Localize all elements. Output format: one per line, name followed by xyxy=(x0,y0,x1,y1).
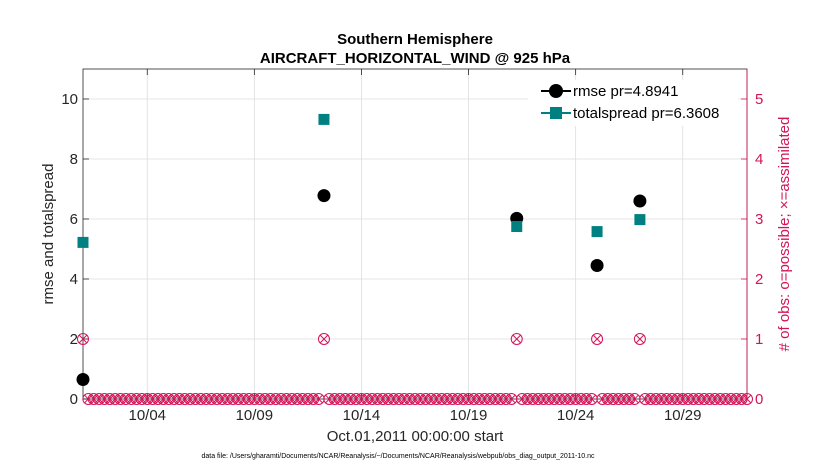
y-tick-label: 6 xyxy=(70,211,78,228)
legend-rmse-label: rmse pr=4.8941 xyxy=(573,83,678,100)
y-tick-label: 8 xyxy=(70,151,78,168)
y-tick-label-right: 2 xyxy=(755,271,763,288)
obs-count-marker xyxy=(510,333,523,345)
obs-count-marker xyxy=(591,333,604,345)
x-tick-label: 10/14 xyxy=(343,407,381,424)
chart-title: Southern Hemisphere xyxy=(337,31,493,48)
legend-box xyxy=(528,80,738,126)
totalspread-point xyxy=(318,113,330,125)
y-axis-label-right: # of obs: o=possible; ×=assimilated xyxy=(776,117,793,352)
legend-totalspread-label: totalspread pr=6.3608 xyxy=(573,105,719,122)
y-tick-label-right: 5 xyxy=(755,91,763,108)
totalspread-point xyxy=(511,221,523,232)
x-tick-label: 10/19 xyxy=(450,407,488,424)
obs-count-marker xyxy=(633,333,646,345)
y-tick-label-right: 1 xyxy=(755,331,763,348)
x-tick-label: 10/04 xyxy=(128,407,166,424)
y-tick-label: 0 xyxy=(70,391,78,408)
totalspread-point xyxy=(634,214,646,226)
x-tick-label: 10/29 xyxy=(664,407,702,424)
data-series xyxy=(76,113,647,386)
legend: rmse pr=4.8941 totalspread pr=6.3608 xyxy=(528,80,738,126)
x-axis-label: Oct.01,2011 00:00:00 start xyxy=(327,428,504,445)
y-tick-label: 2 xyxy=(70,331,78,348)
y-tick-label: 10 xyxy=(61,91,78,108)
legend-rmse-marker xyxy=(549,84,563,98)
totalspread-point xyxy=(591,226,603,238)
obs-count-series xyxy=(77,333,753,405)
totalspread-point xyxy=(77,236,89,248)
data-file-footnote: data file: /Users/gharamti/Documents/NCA… xyxy=(201,453,595,460)
obs-zero-marker xyxy=(741,393,753,405)
rmse-point xyxy=(76,373,90,386)
legend-totalspread-marker xyxy=(550,107,562,119)
rmse-point xyxy=(590,259,604,272)
chart-subtitle: AIRCRAFT_HORIZONTAL_WIND @ 925 hPa xyxy=(260,50,571,67)
y-axis-label: rmse and totalspread xyxy=(40,164,57,305)
rmse-point xyxy=(317,189,331,203)
y-tick-label-right: 4 xyxy=(755,151,763,168)
obs-count-marker xyxy=(77,333,89,345)
y-tick-label-right: 3 xyxy=(755,211,763,228)
obs-count-marker xyxy=(317,333,330,345)
y-tick-label-right: 0 xyxy=(755,391,763,408)
x-tick-label: 10/24 xyxy=(557,407,595,424)
x-tick-label: 10/09 xyxy=(236,407,274,424)
y-tick-label: 4 xyxy=(70,271,78,288)
rmse-point xyxy=(633,194,647,208)
